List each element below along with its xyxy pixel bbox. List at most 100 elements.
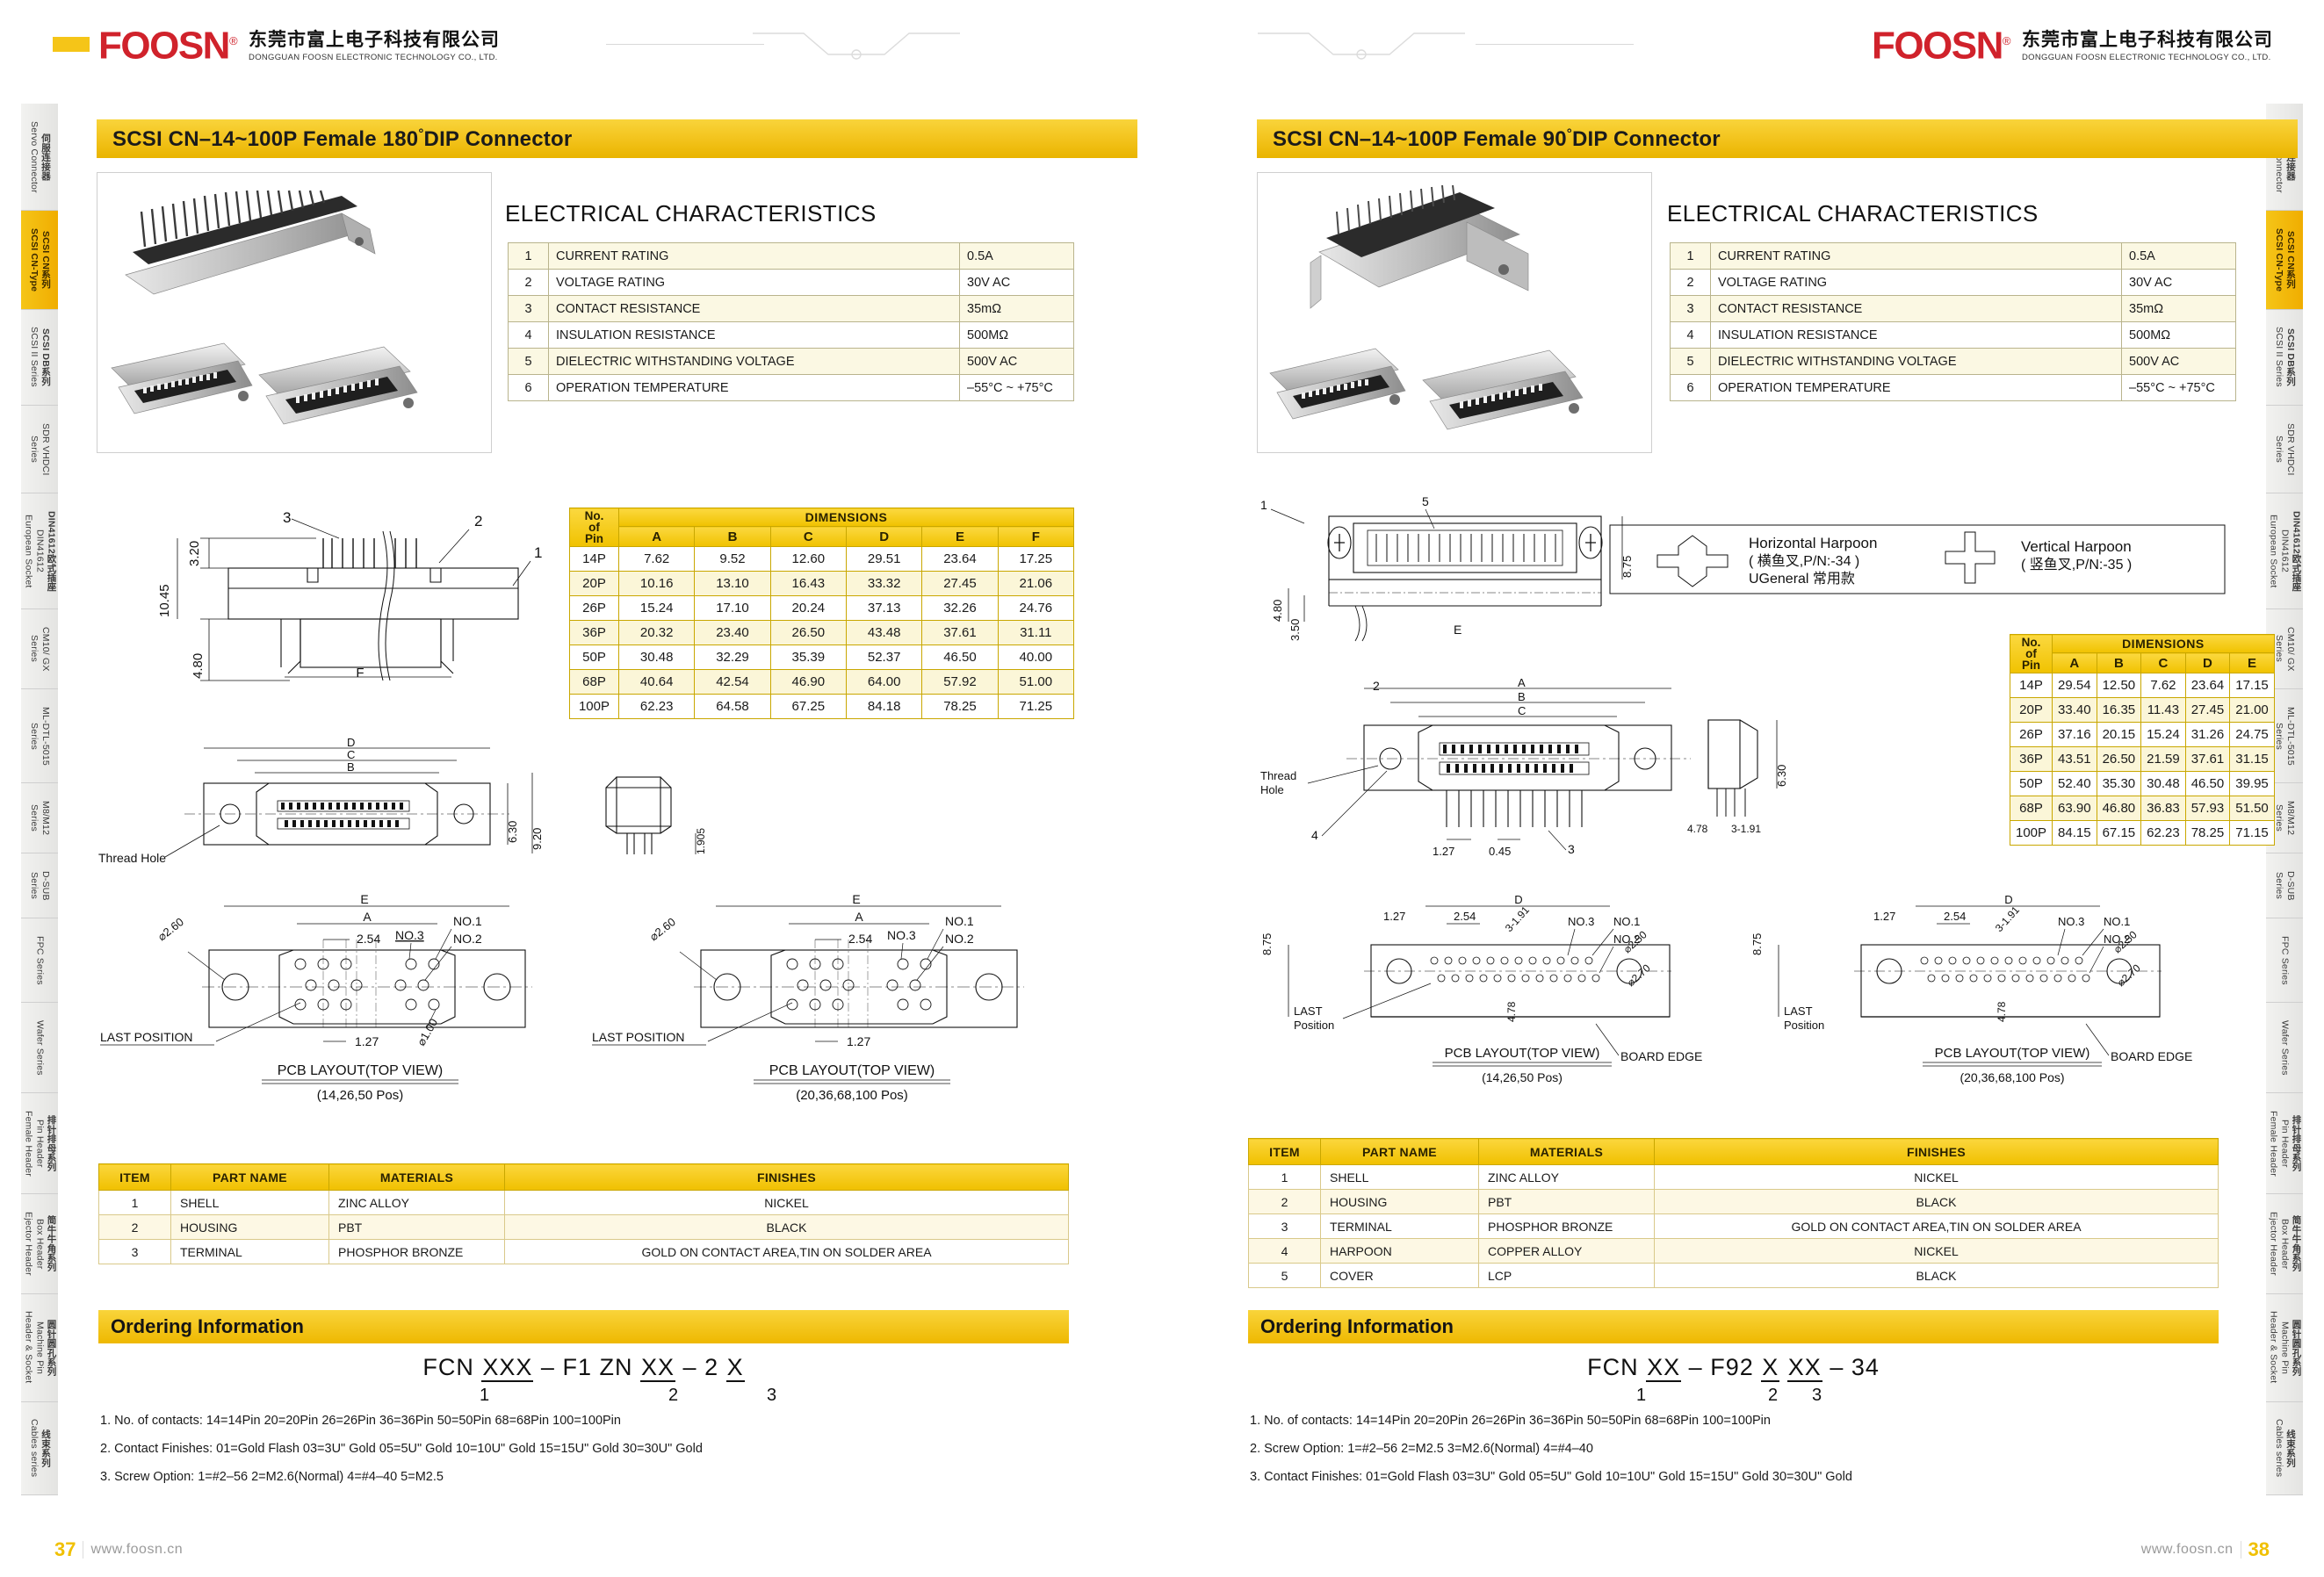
dimensions-value: 36.83 <box>2140 796 2186 821</box>
sidebar-tab-11-left[interactable]: 排针排母系列 Pin Header Female Header <box>21 1093 58 1195</box>
sidebar-tab-8-left[interactable]: D-SUB Series <box>21 853 58 918</box>
sidebar-tab-label: CM10/ GX Series <box>2274 626 2296 672</box>
svg-text:1.27: 1.27 <box>1873 910 1895 923</box>
sidebar-tab-5-left[interactable]: CM10/ GX Series <box>21 608 58 689</box>
dimensions-value: 62.23 <box>617 694 696 719</box>
sidebar-tab-label: DIN41612欧式插座 DIN41612 European Socket <box>2268 510 2302 592</box>
svg-text:⌀2.60: ⌀2.60 <box>155 915 186 943</box>
svg-text:1.27: 1.27 <box>1383 910 1405 923</box>
dimensions-col-header: D <box>2184 652 2231 673</box>
svg-text:Vertical Harpoon: Vertical Harpoon <box>2021 538 2132 555</box>
dimensions-row: 20P 33.40 16.35 11.43 27.45 21.00 <box>2009 697 2275 723</box>
ordering-index-1-left: 1 <box>480 1386 490 1405</box>
svg-text:4.78: 4.78 <box>1505 1001 1518 1022</box>
dimensions-value: 32.29 <box>694 644 771 670</box>
dimensions-value: 46.80 <box>2096 796 2142 821</box>
dimensions-value: 31.15 <box>2229 746 2275 772</box>
dimensions-value: 67.15 <box>2096 820 2142 846</box>
sidebar-tab-1-left[interactable]: SCSI CN系列 SCSI CN-Type <box>21 211 58 310</box>
sidebar-tab-13-right[interactable]: 圆针圆孔系列 Machine Pin Header & Socket <box>2266 1293 2303 1402</box>
ordering-note-2-right: 2. Screw Option: 1=#2–56 2=M2.5 3=M2.6(N… <box>1250 1442 1593 1456</box>
svg-text:4.78: 4.78 <box>1687 823 1708 835</box>
materials-cell: PHOSPHOR BRONZE <box>328 1239 505 1264</box>
svg-text:F: F <box>356 666 364 680</box>
dimensions-row: 36P 43.51 26.50 21.59 37.61 31.15 <box>2009 746 2275 772</box>
electrical-cell-val: –55°C ~ +75°C <box>959 374 1074 401</box>
electrical-cell-num: 3 <box>1670 295 1711 322</box>
dimensions-value: 33.32 <box>845 571 923 596</box>
electrical-row: 3 CONTACT RESISTANCE 35mΩ <box>1670 295 2236 322</box>
dimensions-row: 20P 10.16 13.10 16.43 33.32 27.45 21.06 <box>569 571 1075 596</box>
electrical-row: 6 OPERATION TEMPERATURE –55°C ~ +75°C <box>1670 374 2236 401</box>
sidebar-tab-11-right[interactable]: 排针排母系列 Pin Header Female Header <box>2266 1093 2303 1195</box>
dimensions-value: 29.54 <box>2052 673 2097 698</box>
sidebar-tab-4-left[interactable]: DIN41612欧式插座 DIN41612 European Socket <box>21 493 58 609</box>
svg-text:Hole: Hole <box>1260 783 1284 796</box>
drawing-front-view-left: D C B <box>97 738 553 887</box>
sidebar-tab-8-right[interactable]: D-SUB Series <box>2266 853 2303 918</box>
electrical-cell-lbl: VOLTAGE RATING <box>548 269 960 296</box>
electrical-cell-lbl: INSULATION RESISTANCE <box>548 321 960 349</box>
sidebar-tab-12-left[interactable]: 简牛牛角系列 Box Header Ejector Header <box>21 1194 58 1294</box>
svg-text:NO.1: NO.1 <box>453 914 482 928</box>
dimensions-value: 33.40 <box>2052 697 2097 723</box>
sidebar-tab-10-right[interactable]: Wafer Series <box>2266 1003 2303 1094</box>
svg-text:NO.3: NO.3 <box>395 928 424 942</box>
dimensions-value: 23.40 <box>694 620 771 645</box>
svg-text:⌀2.60: ⌀2.60 <box>647 915 678 943</box>
sidebar-tab-2-left[interactable]: SCSI DB系列 SCSI II Series <box>21 309 58 406</box>
sidebar-tab-3-right[interactable]: SDR VHDCI Series <box>2266 405 2303 493</box>
materials-cell: 3 <box>1248 1213 1321 1239</box>
electrical-cell-val: 500MΩ <box>2121 321 2236 349</box>
sidebar-tab-9-right[interactable]: FPC Series <box>2266 918 2303 1004</box>
electrical-cell-num: 1 <box>508 242 549 270</box>
sidebar-tab-10-left[interactable]: Wafer Series <box>21 1003 58 1094</box>
sidebar-tab-14-right[interactable]: 线束系列 Cables series <box>2266 1401 2303 1496</box>
ordering-note-2-left: 2. Contact Finishes: 01=Gold Flash 03=3U… <box>100 1442 703 1456</box>
sidebar-tab-label: SCSI CN系列 SCSI CN-Type <box>2274 227 2296 292</box>
electrical-cell-num: 4 <box>1670 321 1711 349</box>
footer-url-right[interactable]: www.foosn.cn <box>2140 1542 2234 1557</box>
page-left: SCSI CN–14~100P Female 180°DIP Connector <box>54 119 1137 1560</box>
sidebar-tab-6-left[interactable]: ML-DTL-5015 Series <box>21 688 58 784</box>
sidebar-tab-13-left[interactable]: 圆针圆孔系列 Machine Pin Header & Socket <box>21 1293 58 1402</box>
sidebar-tab-12-right[interactable]: 简牛牛角系列 Box Header Ejector Header <box>2266 1194 2303 1294</box>
dimensions-col-header: E <box>2229 652 2275 673</box>
sidebar-tab-7-left[interactable]: M8/M12 Series <box>21 783 58 853</box>
svg-text:3-1.91: 3-1.91 <box>1503 904 1532 934</box>
sidebar-tab-0-left[interactable]: 伺服连接器 Servo Connector <box>21 104 58 212</box>
dimensions-row: 26P 15.24 17.10 20.24 37.13 32.26 24.76 <box>569 595 1075 621</box>
electrical-cell-lbl: CONTACT RESISTANCE <box>1710 295 2122 322</box>
sidebar-tab-9-left[interactable]: FPC Series <box>21 918 58 1004</box>
svg-text:2: 2 <box>1373 679 1380 693</box>
sidebar-tab-4-right[interactable]: DIN41612欧式插座 DIN41612 European Socket <box>2266 493 2303 609</box>
table-row: 3 TERMINAL PHOSPHOR BRONZE GOLD ON CONTACT … <box>98 1239 1069 1264</box>
svg-text:PCB LAYOUT(TOP VIEW): PCB LAYOUT(TOP VIEW) <box>1445 1046 1600 1061</box>
svg-text:(14,26,50 Pos): (14,26,50 Pos) <box>1482 1070 1563 1084</box>
sidebar-tab-14-left[interactable]: 线束系列 Cables series <box>21 1401 58 1496</box>
dimensions-title: DIMENSIONS <box>618 507 1074 528</box>
svg-text:3: 3 <box>1568 842 1575 856</box>
dimensions-row: 68P 40.64 42.54 46.90 64.00 57.92 51.00 <box>569 669 1075 695</box>
dimensions-value: 43.48 <box>845 620 923 645</box>
sidebar-tab-label: M8/M12 Series <box>2274 801 2296 836</box>
dimensions-pin-count: 50P <box>2009 771 2053 796</box>
sidebar-tabs-left[interactable]: 伺服连接器 Servo Connector SCSI CN系列 SCSI CN-Typ… <box>21 104 58 1496</box>
sidebar-tab-3-left[interactable]: SDR VHDCI Series <box>21 405 58 493</box>
dimensions-col-header: F <box>997 526 1075 547</box>
dimensions-value: 43.51 <box>2052 746 2097 772</box>
electrical-cell-val: 500V AC <box>2121 348 2236 375</box>
ordering-index-3-left: 3 <box>767 1386 777 1405</box>
sidebar-tab-label: Wafer Series <box>2279 1019 2291 1076</box>
footer-url-left[interactable]: www.foosn.cn <box>90 1542 184 1557</box>
company-name-cn: 东莞市富上电子科技有限公司 <box>249 30 501 50</box>
svg-text:E: E <box>852 892 860 906</box>
sidebar-tab-1-right[interactable]: SCSI CN系列 SCSI CN-Type <box>2266 211 2303 310</box>
sidebar-tab-label: SCSI CN系列 SCSI CN-Type <box>29 227 51 292</box>
svg-text:5: 5 <box>1422 494 1429 508</box>
sidebar-tab-label: ML-DTL-5015 Series <box>2274 706 2296 766</box>
sidebar-tab-2-right[interactable]: SCSI DB系列 SCSI II Series <box>2266 309 2303 406</box>
pcb-layout-left-a: E A 2.54 <box>97 887 588 1106</box>
sidebar-tab-label: ML-DTL-5015 Series <box>29 706 51 766</box>
